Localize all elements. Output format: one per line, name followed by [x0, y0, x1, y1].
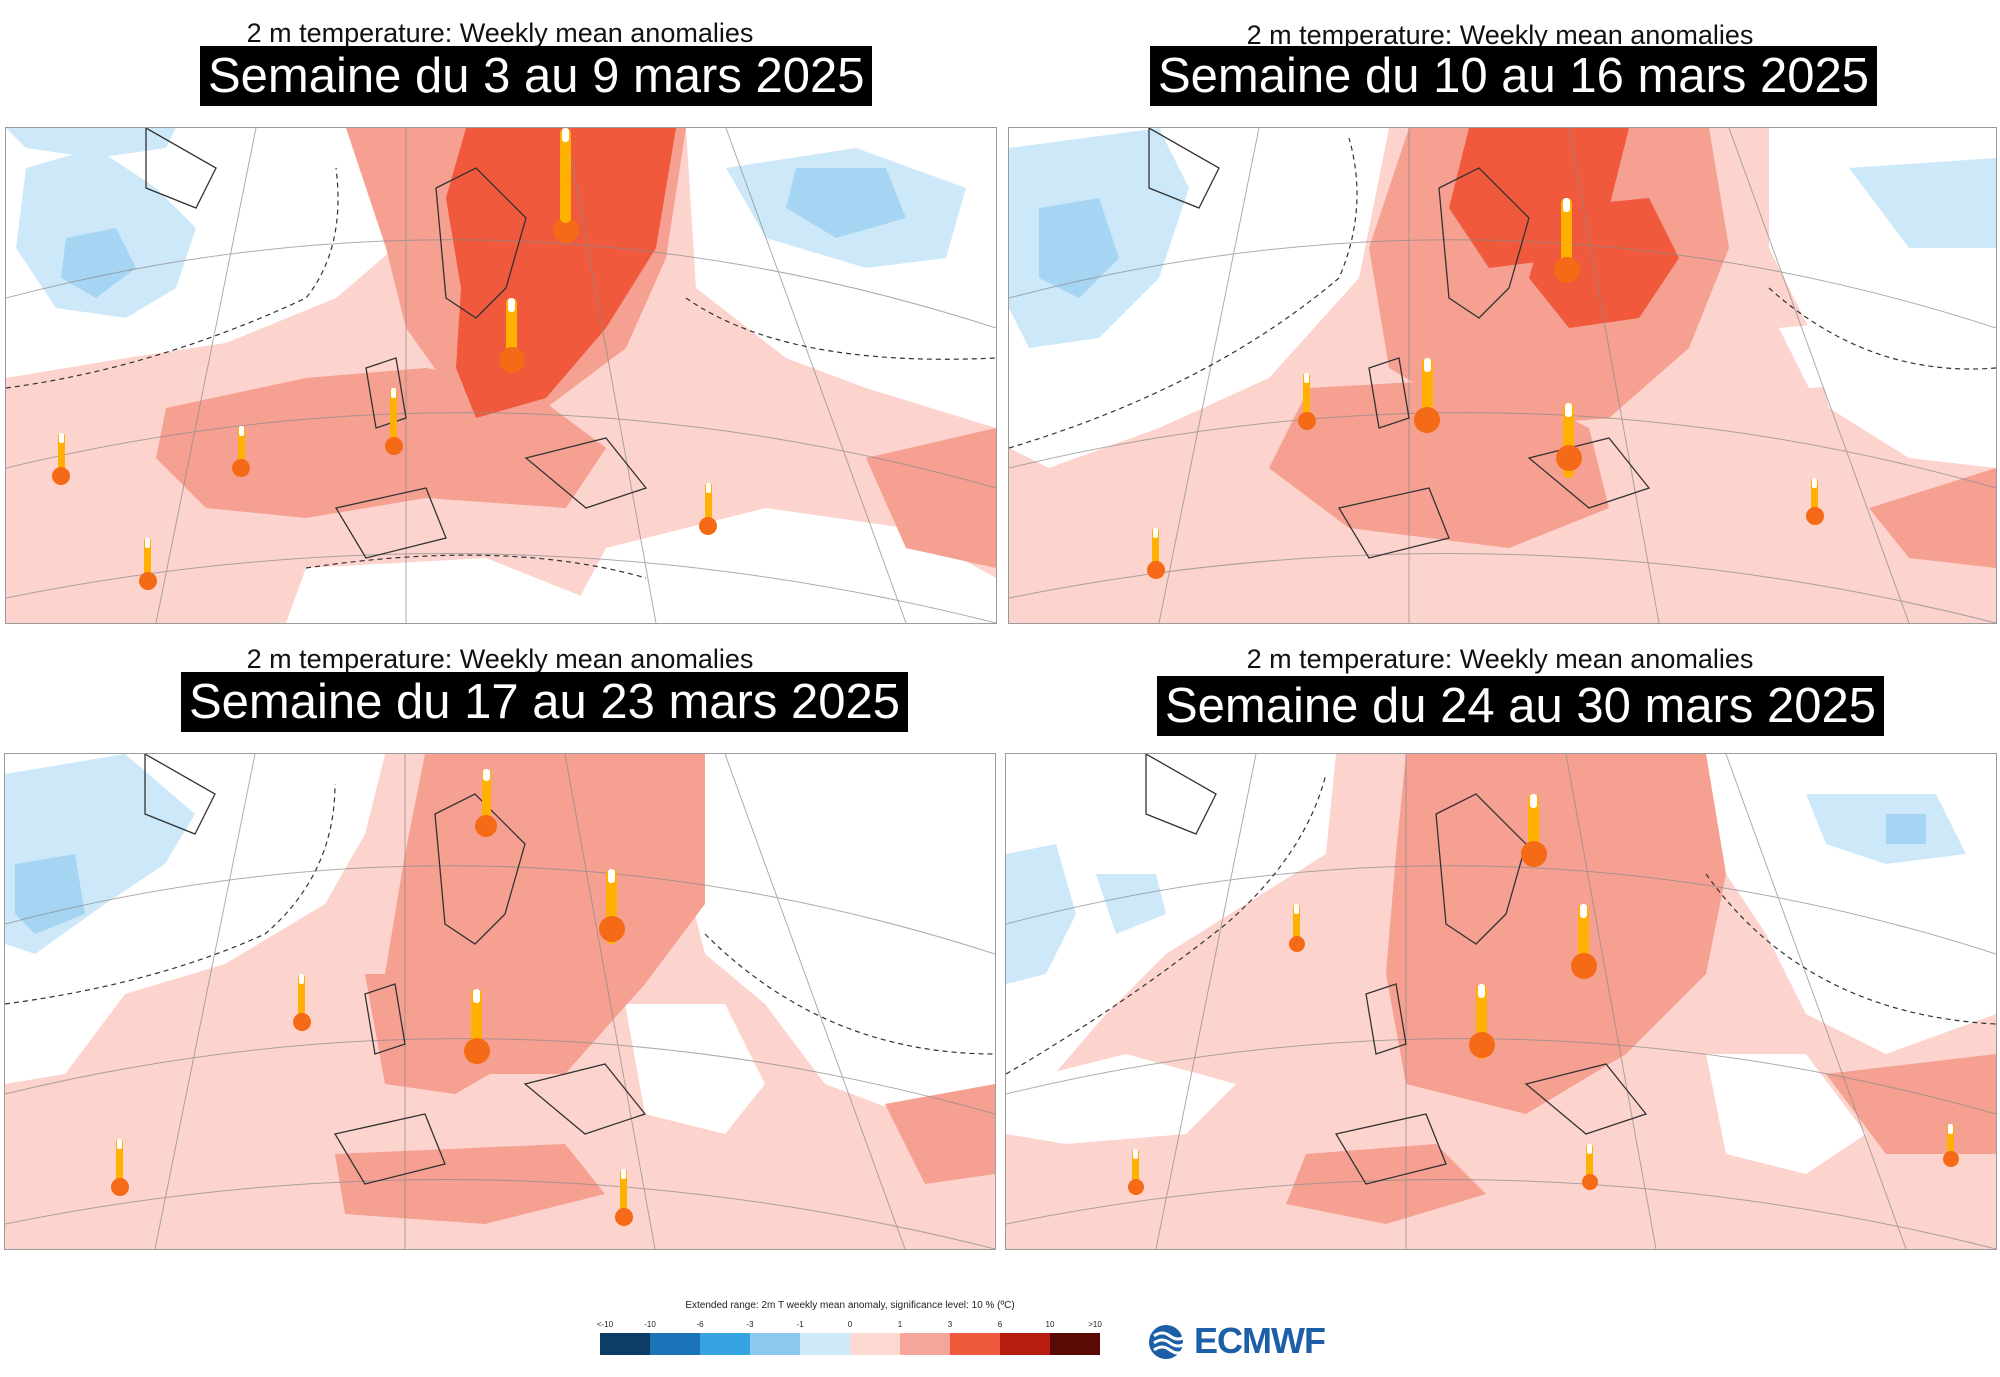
- thermometer-icon: [293, 974, 311, 1031]
- legend-tick: -10: [644, 1320, 656, 1329]
- thermometer-icon: [475, 769, 497, 837]
- thermometer-icon: [1521, 794, 1547, 867]
- legend-ticks: <-10 -10 -6 -3 -1 0 1 3 6 10 >10: [596, 1320, 1102, 1332]
- legend-tick: -3: [746, 1320, 754, 1329]
- panel-week-4: 2 m temperature: Weekly mean anomalies S…: [1000, 628, 2000, 1256]
- thermometer-icon: [111, 1139, 129, 1196]
- legend-swatch: [750, 1333, 800, 1355]
- thermometer-icon: [232, 426, 250, 477]
- anomaly-map: [1005, 753, 1997, 1250]
- thermometer-icon: [1289, 904, 1305, 952]
- week-title: Semaine du 17 au 23 mars 2025: [181, 672, 908, 732]
- legend-tick: -6: [696, 1320, 704, 1329]
- legend-color-bar: [600, 1333, 1100, 1355]
- ecmwf-logo-icon: [1149, 1325, 1187, 1359]
- thermometer-icon: [1582, 1144, 1598, 1190]
- thermometer-icon: [1943, 1124, 1959, 1167]
- panel-subtitle: 2 m temperature: Weekly mean anomalies: [1246, 644, 1754, 674]
- thermometer-icon: [1469, 984, 1495, 1059]
- panel-subtitle: 2 m temperature: Weekly mean anomalies: [1246, 20, 1754, 50]
- legend-tick: 1: [897, 1320, 903, 1329]
- anomaly-map: [4, 753, 996, 1250]
- thermometer-icon: [599, 869, 625, 944]
- legend-tick: 0: [847, 1320, 853, 1329]
- thermometer-icon: [1554, 198, 1580, 283]
- thermometer-icon: [1147, 528, 1165, 579]
- thermometer-icon: [1806, 478, 1824, 525]
- thermometer-icon: [1128, 1149, 1144, 1195]
- legend-tick: 6: [997, 1320, 1003, 1329]
- legend-tick: <-10: [596, 1320, 614, 1329]
- legend-tick: 3: [947, 1320, 953, 1329]
- legend-swatch: [700, 1333, 750, 1355]
- thermometer-icon: [615, 1169, 633, 1226]
- thermometer-icon: [385, 388, 403, 455]
- thermometer-icon: [553, 128, 579, 243]
- legend-tick: -1: [796, 1320, 804, 1329]
- ecmwf-logo: ECMWF: [1148, 1320, 1338, 1364]
- panel-week-1: 2 m temperature: Weekly mean anomalies S…: [0, 0, 1000, 628]
- legend-swatch: [850, 1333, 900, 1355]
- panel-week-3: 2 m temperature: Weekly mean anomalies S…: [0, 628, 1000, 1256]
- week-title: Semaine du 3 au 9 mars 2025: [200, 46, 873, 106]
- anomaly-map: [1008, 127, 1997, 624]
- legend-swatch: [1000, 1333, 1050, 1355]
- thermometer-icon: [464, 989, 490, 1064]
- legend-swatch: [900, 1333, 950, 1355]
- ecmwf-logo-text: ECMWF: [1194, 1320, 1326, 1361]
- thermometer-icon: [139, 538, 157, 590]
- thermometer-icon: [52, 433, 70, 485]
- anomaly-map: [5, 127, 997, 624]
- legend-swatch: [650, 1333, 700, 1355]
- legend-swatch: [800, 1333, 850, 1355]
- legend-tick: >10: [1088, 1320, 1102, 1329]
- legend-swatch: [1050, 1333, 1100, 1355]
- legend-tick: 10: [1045, 1320, 1055, 1329]
- thermometer-icon: [1556, 403, 1582, 478]
- thermometer-icon: [1571, 904, 1597, 979]
- legend-swatch: [600, 1333, 650, 1355]
- legend-swatch: [950, 1333, 1000, 1355]
- week-title: Semaine du 10 au 16 mars 2025: [1150, 46, 1877, 106]
- panel-subtitle: 2 m temperature: Weekly mean anomalies: [246, 18, 754, 48]
- panel-week-2: 2 m temperature: Weekly mean anomalies S…: [1000, 0, 2000, 628]
- legend-title: Extended range: 2m T weekly mean anomaly…: [685, 1300, 1015, 1311]
- week-title: Semaine du 24 au 30 mars 2025: [1157, 676, 1884, 736]
- thermometer-icon: [499, 298, 525, 373]
- thermometer-icon: [1414, 358, 1440, 433]
- thermometer-icon: [1298, 373, 1316, 430]
- thermometer-icon: [699, 483, 717, 535]
- panel-subtitle: 2 m temperature: Weekly mean anomalies: [246, 644, 754, 674]
